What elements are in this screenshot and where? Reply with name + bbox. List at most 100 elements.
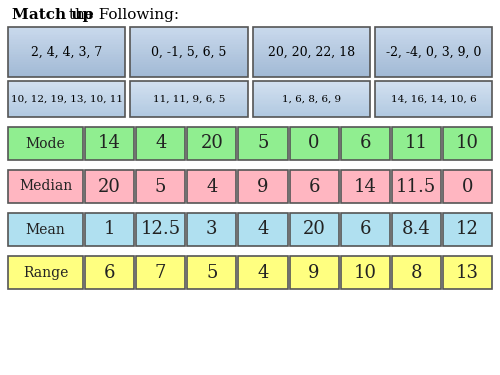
Bar <box>252 116 370 117</box>
Bar <box>8 30 125 32</box>
Bar <box>252 62 370 64</box>
Bar <box>375 95 492 97</box>
Bar <box>238 170 288 203</box>
Bar <box>130 101 248 103</box>
Bar <box>130 37 248 39</box>
Bar <box>252 27 370 77</box>
Bar <box>8 65 125 67</box>
Bar <box>130 39 248 40</box>
Bar <box>8 103 125 104</box>
Bar <box>130 82 248 83</box>
Bar <box>375 56 492 57</box>
Bar <box>375 87 492 88</box>
Bar <box>252 99 370 100</box>
Bar <box>8 81 125 82</box>
Bar <box>252 30 370 32</box>
Bar <box>130 54 248 55</box>
Bar <box>375 70 492 72</box>
Bar <box>340 213 390 246</box>
Bar <box>375 89 492 91</box>
Bar <box>375 35 492 37</box>
Bar <box>187 256 236 289</box>
Text: 11, 11, 9, 6, 5: 11, 11, 9, 6, 5 <box>152 94 225 104</box>
Bar <box>8 89 125 91</box>
Bar <box>130 111 248 112</box>
Bar <box>375 50 492 52</box>
Bar <box>375 40 492 42</box>
Bar <box>8 105 125 106</box>
Text: Match up: Match up <box>12 8 93 22</box>
Bar <box>252 92 370 93</box>
Bar <box>8 113 125 115</box>
Bar <box>252 97 370 98</box>
Bar <box>375 57 492 58</box>
Bar <box>443 213 492 246</box>
Bar <box>130 75 248 77</box>
Text: 9: 9 <box>308 264 320 282</box>
Text: 4: 4 <box>155 135 166 153</box>
Bar <box>8 70 125 72</box>
Bar <box>8 92 125 93</box>
Bar <box>375 69 492 70</box>
Text: 4: 4 <box>206 177 218 195</box>
Bar <box>443 127 492 160</box>
Bar <box>392 127 441 160</box>
Bar <box>375 58 492 60</box>
Bar <box>375 105 492 106</box>
Text: 20, 20, 22, 18: 20, 20, 22, 18 <box>268 45 354 58</box>
Bar <box>375 52 492 54</box>
Bar <box>130 113 248 115</box>
Bar <box>85 170 134 203</box>
Bar <box>375 64 492 65</box>
Text: Mean: Mean <box>26 222 66 237</box>
Text: 5: 5 <box>155 177 166 195</box>
Bar <box>375 98 492 99</box>
Bar <box>443 256 492 289</box>
Bar <box>252 28 370 30</box>
Bar <box>375 47 492 49</box>
Bar <box>8 83 125 85</box>
Bar <box>252 87 370 88</box>
Bar <box>130 62 248 64</box>
Bar <box>375 39 492 40</box>
Text: 20: 20 <box>98 177 121 195</box>
Bar <box>187 213 236 246</box>
Bar <box>375 112 492 113</box>
Text: 4: 4 <box>257 220 268 238</box>
Bar <box>252 106 370 107</box>
Bar <box>252 40 370 42</box>
Text: 20: 20 <box>302 220 326 238</box>
Bar <box>130 112 248 113</box>
Bar <box>8 116 125 117</box>
Bar <box>130 110 248 111</box>
Bar <box>8 67 125 69</box>
Bar <box>8 115 125 116</box>
Text: Median: Median <box>19 180 72 194</box>
Bar <box>238 213 288 246</box>
Bar <box>375 115 492 116</box>
Bar <box>252 104 370 105</box>
Bar <box>8 100 125 101</box>
Bar <box>252 100 370 101</box>
Bar <box>130 64 248 65</box>
Bar <box>136 213 185 246</box>
Bar <box>8 50 125 52</box>
Bar <box>252 67 370 69</box>
Bar <box>130 50 248 52</box>
Bar <box>252 85 370 86</box>
Bar <box>252 50 370 52</box>
Bar <box>130 94 248 95</box>
Bar <box>130 44 248 45</box>
Bar <box>375 106 492 107</box>
Bar <box>130 106 248 107</box>
Bar <box>130 116 248 117</box>
Bar <box>375 62 492 64</box>
Bar <box>130 105 248 106</box>
Bar <box>8 42 125 44</box>
Bar <box>375 100 492 101</box>
Bar <box>130 100 248 101</box>
Bar <box>130 47 248 49</box>
Bar <box>8 54 125 55</box>
Bar <box>340 256 390 289</box>
Bar <box>130 103 248 104</box>
